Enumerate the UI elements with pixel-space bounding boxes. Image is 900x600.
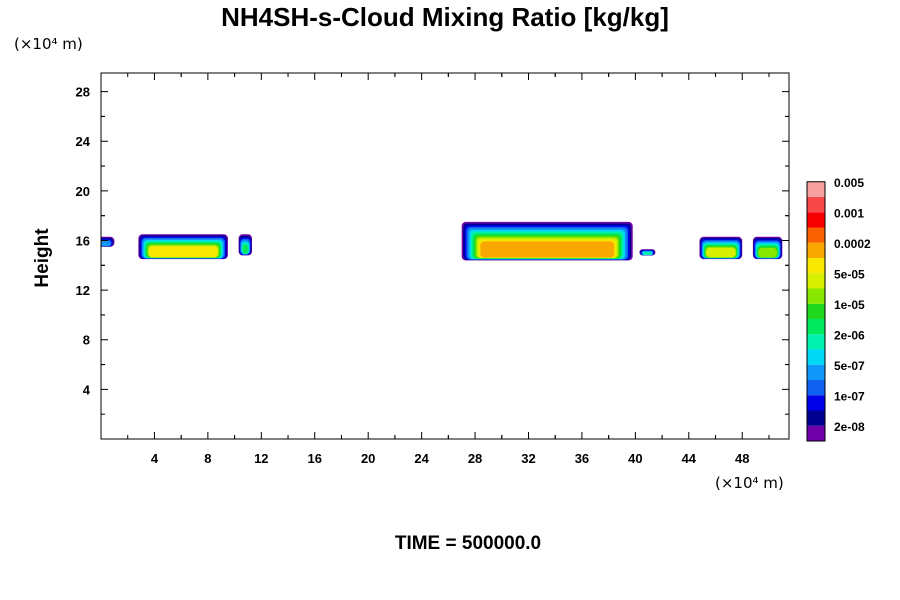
colorbar-swatch xyxy=(807,319,825,335)
colorbar-swatch xyxy=(807,425,825,441)
colorbar-label: 2e-08 xyxy=(834,420,865,434)
colorbar-label: 1e-05 xyxy=(834,298,865,312)
x-tick-label: 28 xyxy=(468,451,482,466)
cloud-layer xyxy=(758,247,777,258)
colorbar-swatch xyxy=(807,258,825,274)
colorbar-swatch xyxy=(807,410,825,426)
y-tick-label: 20 xyxy=(76,184,90,199)
y-axis-unit: (×10⁴ m) xyxy=(14,35,83,53)
x-tick-label: 8 xyxy=(204,451,211,466)
cloud-layer xyxy=(480,241,615,258)
time-label: TIME = 500000.0 xyxy=(395,533,541,554)
y-tick-label: 4 xyxy=(83,382,91,397)
colorbar: 2e-08 1e-07 5e-07 2e-06 1e-05 5e-05 0.0002 0.00… xyxy=(806,176,871,442)
y-axis-label: Height xyxy=(32,228,53,288)
colorbar-swatch xyxy=(807,181,825,197)
x-tick-label: 12 xyxy=(254,451,268,466)
colorbar-label: 0.0002 xyxy=(834,237,871,251)
colorbar-label: 2e-06 xyxy=(834,328,865,342)
x-tick-label: 24 xyxy=(414,451,429,466)
y-tick-label: 12 xyxy=(76,283,90,298)
colorbar-swatch xyxy=(807,395,825,411)
x-tick-label: 32 xyxy=(521,451,535,466)
cloud-region xyxy=(461,221,633,261)
cloud-field xyxy=(101,221,783,261)
cloud-region xyxy=(752,236,783,260)
cloud-region xyxy=(238,234,252,256)
colorbar-swatch xyxy=(807,303,825,319)
colorbar-swatch xyxy=(807,288,825,304)
colorbar-label: 5e-05 xyxy=(834,267,865,281)
y-tick-label: 28 xyxy=(76,85,90,100)
chart-title: NH4SH-s-Cloud Mixing Ratio [kg/kg] xyxy=(221,2,669,32)
colorbar-swatch xyxy=(807,273,825,289)
y-axis: 4 8 12 16 20 24 28 xyxy=(76,85,789,415)
x-axis-unit: (×10⁴ m) xyxy=(715,474,784,492)
x-tick-label: 40 xyxy=(628,451,642,466)
colorbar-swatch xyxy=(807,364,825,380)
cloud-layer xyxy=(242,244,249,254)
colorbar-swatch xyxy=(807,227,825,243)
x-tick-label: 4 xyxy=(151,451,159,466)
colorbar-label: 5e-07 xyxy=(834,359,865,373)
x-tick-label: 48 xyxy=(735,451,749,466)
y-tick-label: 16 xyxy=(76,233,90,248)
cloud-region xyxy=(639,249,656,256)
colorbar-label: 0.005 xyxy=(834,176,864,190)
colorbar-swatch xyxy=(807,242,825,258)
x-tick-label: 16 xyxy=(308,451,322,466)
colorbar-swatch xyxy=(807,197,825,213)
colorbar-swatch xyxy=(807,349,825,365)
x-axis: 4 8 12 16 20 24 28 32 36 40 44 48 xyxy=(127,73,770,466)
cloud-layer xyxy=(149,246,217,258)
cloud-layer xyxy=(643,252,652,255)
colorbar-swatch xyxy=(807,380,825,396)
y-tick-label: 8 xyxy=(83,333,90,348)
colorbar-label: 0.001 xyxy=(834,206,864,220)
cloud-region xyxy=(101,236,115,247)
cloud-layer xyxy=(101,241,111,246)
plot-area xyxy=(100,72,790,440)
plot-frame xyxy=(100,72,790,440)
cloud-region xyxy=(138,234,228,260)
cloud-layer xyxy=(706,247,736,258)
colorbar-swatch xyxy=(807,334,825,350)
x-tick-label: 20 xyxy=(361,451,375,466)
colorbar-frame xyxy=(806,181,826,442)
cloud-region xyxy=(699,236,743,260)
x-tick-label: 44 xyxy=(682,451,697,466)
colorbar-label: 1e-07 xyxy=(834,389,865,403)
x-tick-label: 36 xyxy=(575,451,589,466)
y-tick-label: 24 xyxy=(76,134,91,149)
colorbar-swatch xyxy=(807,212,825,228)
